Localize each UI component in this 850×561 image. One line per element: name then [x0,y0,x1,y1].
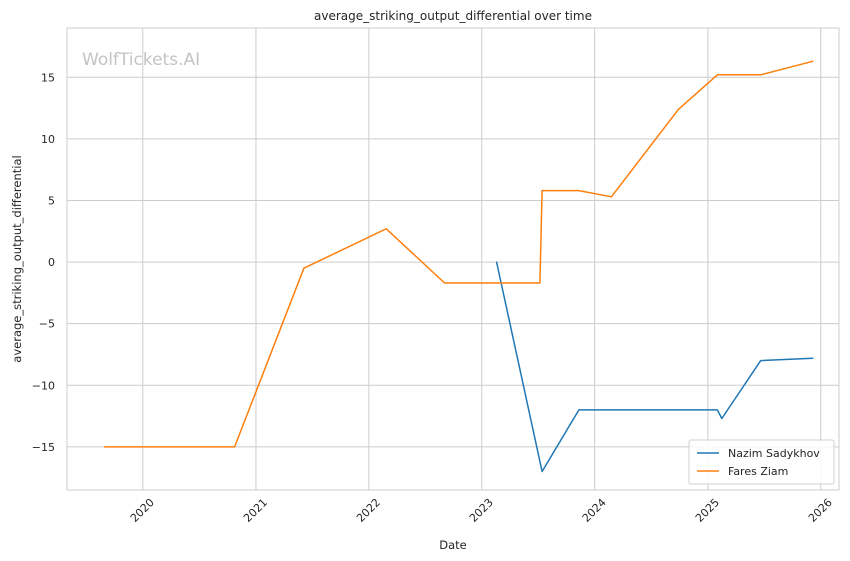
y-tick-label: −10 [32,379,55,392]
y-tick-label: 0 [48,256,55,269]
plot-frame [66,27,840,491]
gridlines [67,28,839,490]
x-axis-label: Date [439,538,467,552]
y-tick-label: −5 [39,318,55,331]
legend-box [688,439,835,485]
y-tick-label: 5 [48,194,55,207]
y-axis-label: average_striking_output_differential [10,155,24,362]
y-tick-label: −15 [32,441,55,454]
legend-label-nazim-sadykhov: Nazim Sadykhov [728,447,820,460]
series-line-fares-ziam [103,60,814,448]
watermark: WolfTickets.AI [82,50,200,70]
series-lines [103,60,814,473]
legend: Nazim Sadykhov Fares Ziam [688,439,835,485]
y-tick-label: 10 [41,133,55,146]
y-tick-label: 15 [41,71,55,84]
chart-title: average_striking_output_differential ove… [314,9,592,23]
series-line-nazim-sadykhov [495,261,814,473]
plot-area: WolfTickets.AI [66,27,840,491]
legend-label-fares-ziam: Fares Ziam [728,465,788,478]
y-axis-ticks: 15 10 5 0 −5 −10 −15 [32,71,55,454]
